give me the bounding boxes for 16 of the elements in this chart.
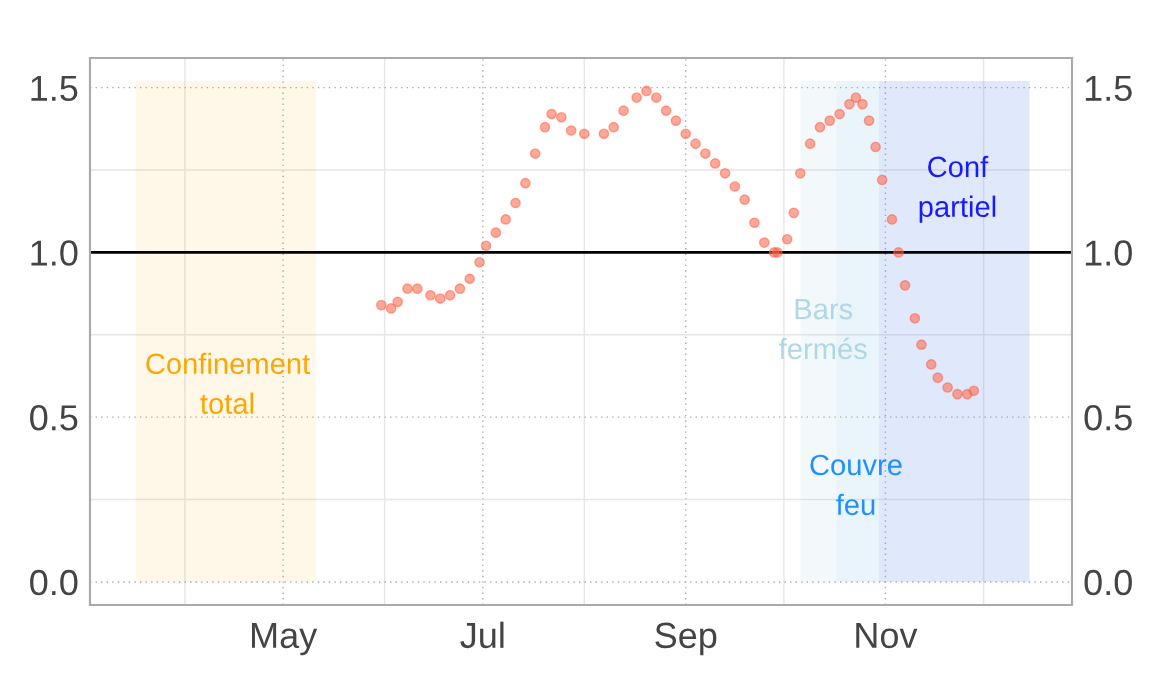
x-tick-label: Jul [460, 621, 504, 649]
y2-tick-label: 0.5 [1084, 405, 1132, 431]
y2-tick-label: 0.0 [1084, 569, 1132, 596]
y-tick-label: 1.0 [31, 240, 78, 266]
y-tick-label: 0.5 [30, 405, 78, 431]
y2-tick-label: 1.0 [1085, 240, 1132, 266]
band-label: Conf partiel [919, 155, 996, 223]
band-label: Bars fermés [779, 299, 867, 360]
y-tick-label: 1.5 [31, 75, 78, 102]
y2-tick-label: 1.5 [1085, 75, 1132, 102]
x-tick-label: May [251, 622, 318, 656]
band-label: Confinement total [146, 352, 310, 414]
y-tick-label: 0.0 [30, 569, 78, 596]
x-tick-label: Sep [655, 622, 717, 656]
x-tick-label: Nov [856, 622, 918, 649]
band-label: Couvre feu [810, 454, 902, 516]
